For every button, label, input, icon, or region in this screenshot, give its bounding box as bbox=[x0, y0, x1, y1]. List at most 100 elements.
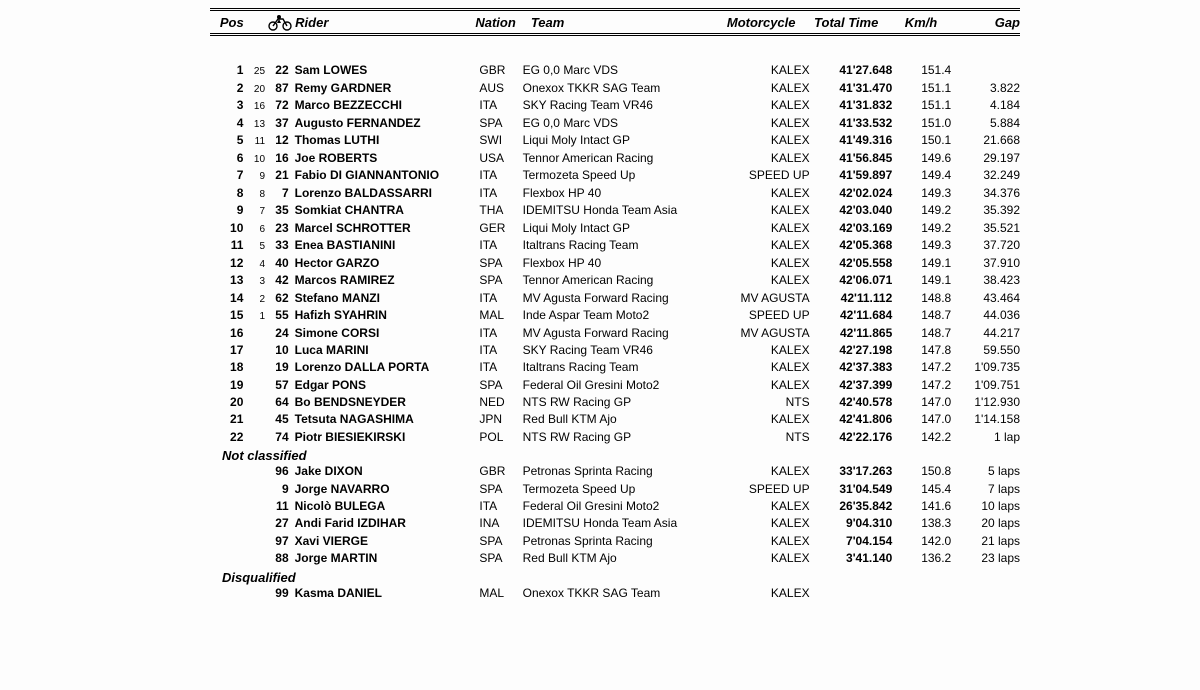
gap: 1'09.735 bbox=[951, 359, 1020, 376]
position: 14 bbox=[210, 290, 243, 307]
rider-name: Somkiat CHANTRA bbox=[295, 202, 480, 219]
total-time: 41'33.532 bbox=[816, 115, 893, 132]
position: 3 bbox=[210, 97, 243, 114]
team: MV Agusta Forward Racing bbox=[523, 290, 729, 307]
team: Federal Oil Gresini Moto2 bbox=[523, 498, 729, 515]
gap: 1'14.158 bbox=[951, 411, 1020, 428]
table-row: 1819Lorenzo DALLA PORTAITAItaltrans Raci… bbox=[210, 359, 1020, 376]
position: 2 bbox=[210, 80, 243, 97]
kmh: 147.8 bbox=[892, 342, 951, 359]
kmh: 149.4 bbox=[892, 167, 951, 184]
nation: GER bbox=[479, 220, 522, 237]
table-row: 41337Augusto FERNANDEZSPAEG 0,0 Marc VDS… bbox=[210, 115, 1020, 133]
team: Onexox TKKR SAG Team bbox=[523, 80, 729, 97]
table-row: 2274Piotr BIESIEKIRSKIPOLNTS RW Racing G… bbox=[210, 429, 1020, 446]
table-row: 11533Enea BASTIANINIITAItaltrans Racing … bbox=[210, 237, 1020, 255]
position: 12 bbox=[210, 255, 243, 272]
nation: MAL bbox=[479, 307, 522, 324]
section-disqualified: Disqualified bbox=[210, 568, 1020, 585]
rider-number: 16 bbox=[265, 150, 295, 167]
grid-position: 4 bbox=[243, 258, 265, 273]
team: EG 0,0 Marc VDS bbox=[523, 115, 729, 132]
motorcycle: NTS bbox=[729, 394, 816, 411]
rider-number: 99 bbox=[265, 585, 295, 602]
position: 20 bbox=[210, 394, 243, 411]
grid-position: 3 bbox=[243, 275, 265, 290]
rider-name: Luca MARINI bbox=[295, 342, 480, 359]
team: Tennor American Racing bbox=[523, 272, 729, 289]
grid-position: 2 bbox=[243, 293, 265, 308]
total-time: 41'31.832 bbox=[816, 97, 893, 114]
motorcycle: KALEX bbox=[729, 150, 816, 167]
gap: 1'09.751 bbox=[951, 377, 1020, 394]
gap: 37.910 bbox=[951, 255, 1020, 272]
kmh: 151.4 bbox=[892, 62, 951, 79]
total-time: 41'56.845 bbox=[816, 150, 893, 167]
table-row: 61016Joe ROBERTSUSATennor American Racin… bbox=[210, 150, 1020, 168]
total-time: 41'59.897 bbox=[816, 167, 893, 184]
nation: ITA bbox=[479, 342, 522, 359]
position: 10 bbox=[210, 220, 243, 237]
grid-position: 9 bbox=[243, 170, 265, 185]
grid-position: 20 bbox=[243, 83, 265, 98]
table-row: 12440Hector GARZOSPAFlexbox HP 40KALEX42… bbox=[210, 255, 1020, 273]
team: Inde Aspar Team Moto2 bbox=[523, 307, 729, 324]
motorcycle: MV AGUSTA bbox=[729, 325, 816, 342]
gap: 44.036 bbox=[951, 307, 1020, 324]
rider-name: Edgar PONS bbox=[295, 377, 480, 394]
total-time: 42'06.071 bbox=[816, 272, 893, 289]
kmh: 150.8 bbox=[892, 463, 951, 480]
rider-name: Enea BASTIANINI bbox=[295, 237, 480, 254]
position: 11 bbox=[210, 237, 243, 254]
rider-number: 87 bbox=[265, 80, 295, 97]
grid-position: 16 bbox=[243, 100, 265, 115]
motorcycle: SPEED UP bbox=[729, 167, 816, 184]
total-time: 9'04.310 bbox=[816, 515, 893, 532]
team: NTS RW Racing GP bbox=[523, 394, 729, 411]
rider-name: Simone CORSI bbox=[295, 325, 480, 342]
nation: ITA bbox=[479, 359, 522, 376]
nation: ITA bbox=[479, 97, 522, 114]
kmh: 148.7 bbox=[892, 325, 951, 342]
motorcycle: KALEX bbox=[729, 202, 816, 219]
table-row: 9Jorge NAVARROSPATermozeta Speed UpSPEED… bbox=[210, 481, 1020, 498]
position: 21 bbox=[210, 411, 243, 428]
rider-name: Marcos RAMIREZ bbox=[295, 272, 480, 289]
gap: 10 laps bbox=[951, 498, 1020, 515]
nation: ITA bbox=[479, 498, 522, 515]
motorcycle: KALEX bbox=[729, 463, 816, 480]
kmh: 151.0 bbox=[892, 115, 951, 132]
position: 17 bbox=[210, 342, 243, 359]
gap: 59.550 bbox=[951, 342, 1020, 359]
grid-position: 13 bbox=[243, 118, 265, 133]
rider-number: 42 bbox=[265, 272, 295, 289]
gap: 35.392 bbox=[951, 202, 1020, 219]
table-row: 10623Marcel SCHROTTERGERLiqui Moly Intac… bbox=[210, 220, 1020, 238]
rider-name: Jorge MARTIN bbox=[295, 550, 480, 567]
total-time: 26'35.842 bbox=[816, 498, 893, 515]
team: Termozeta Speed Up bbox=[523, 481, 729, 498]
team: Onexox TKKR SAG Team bbox=[523, 585, 729, 602]
table-row: 1624Simone CORSIITAMV Agusta Forward Rac… bbox=[210, 325, 1020, 342]
nation: SPA bbox=[479, 550, 522, 567]
team: Federal Oil Gresini Moto2 bbox=[523, 377, 729, 394]
rider-number: 22 bbox=[265, 62, 295, 79]
results-sheet: Pos Rider Nation Team Motorcycle Total T… bbox=[0, 0, 1200, 602]
motorcycle: MV AGUSTA bbox=[729, 290, 816, 307]
total-time: 3'41.140 bbox=[816, 550, 893, 567]
motorcycle: KALEX bbox=[729, 515, 816, 532]
rider-number: 55 bbox=[265, 307, 295, 324]
rider-number: 45 bbox=[265, 411, 295, 428]
rider-name: Tetsuta NAGASHIMA bbox=[295, 411, 480, 428]
grid-position: 7 bbox=[243, 205, 265, 220]
kmh: 147.2 bbox=[892, 359, 951, 376]
header-pos: Pos bbox=[210, 15, 244, 30]
nation: GBR bbox=[479, 62, 522, 79]
table-row: 22087Remy GARDNERAUSOnexox TKKR SAG Team… bbox=[210, 80, 1020, 98]
gap: 7 laps bbox=[951, 481, 1020, 498]
motorcycle: SPEED UP bbox=[729, 307, 816, 324]
team: NTS RW Racing GP bbox=[523, 429, 729, 446]
motorcycle-icon bbox=[265, 13, 295, 31]
header-gap: Gap bbox=[951, 15, 1020, 30]
position: 18 bbox=[210, 359, 243, 376]
